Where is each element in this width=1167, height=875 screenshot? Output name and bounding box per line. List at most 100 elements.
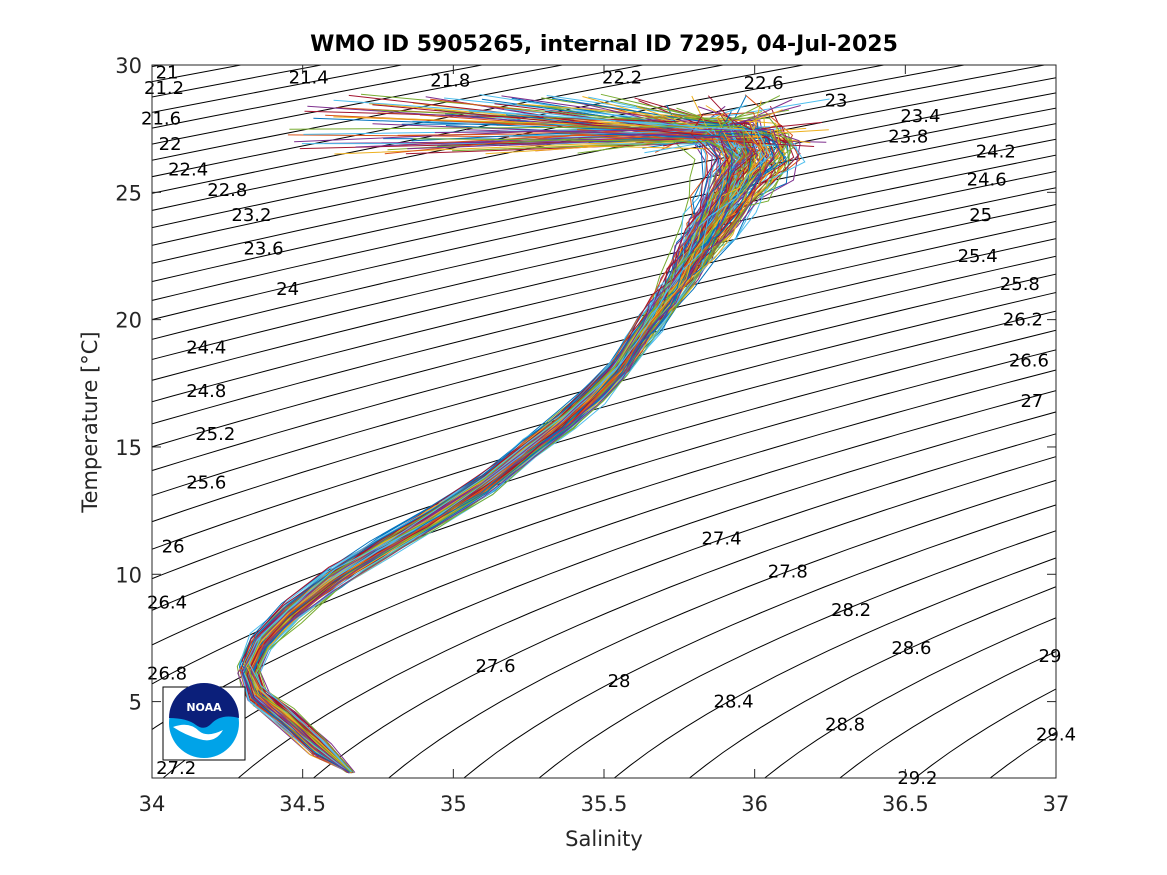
profile-line — [244, 95, 756, 773]
density-contour-line — [152, 77, 1056, 264]
density-contour-line — [152, 65, 566, 145]
density-contour-line — [152, 349, 1056, 646]
contour-label: 23.4 — [900, 106, 940, 127]
contour-label: 28.8 — [825, 715, 865, 736]
contour-label: 25.2 — [195, 424, 235, 445]
contour-label: 25.4 — [958, 246, 998, 267]
density-contour-line — [538, 530, 1056, 778]
noaa-logo: NOAA — [162, 683, 246, 761]
density-contour-line — [152, 92, 1056, 283]
density-contour-line — [152, 65, 887, 211]
density-contour-line — [152, 238, 1056, 472]
noaa-logo-bird-icon — [169, 683, 239, 728]
contour-label: 24.8 — [186, 381, 226, 402]
contour-label: 24.6 — [967, 170, 1007, 191]
profile-line — [248, 99, 771, 773]
y-tick-label: 10 — [115, 563, 142, 587]
contour-label: 24.2 — [976, 142, 1016, 163]
y-tick-label: 15 — [115, 436, 142, 460]
x-tick-label: 34 — [139, 792, 166, 816]
contour-label: 21.6 — [141, 108, 181, 129]
y-tick-label: 20 — [115, 309, 142, 333]
contour-label: 27.6 — [475, 656, 515, 677]
density-contour-line — [613, 557, 1056, 778]
contour-label: 28.6 — [891, 638, 931, 659]
contour-label: 28.2 — [831, 600, 871, 621]
density-contour-line — [152, 203, 1056, 425]
density-contour-line — [152, 291, 1056, 550]
plot-area-background — [152, 65, 1056, 778]
contour-label: 25 — [969, 205, 992, 226]
x-tick-label: 34.5 — [279, 792, 326, 816]
density-contour-line — [152, 123, 1056, 321]
contour-label: 26.8 — [147, 664, 187, 685]
density-contour-line — [688, 586, 1056, 778]
profile-line — [238, 104, 704, 773]
contour-label: 21.4 — [289, 68, 329, 89]
chart-title: WMO ID 5905265, internal ID 7295, 04-Jul… — [310, 32, 898, 57]
contour-label: 22.2 — [602, 68, 642, 89]
density-contour-line — [463, 504, 1056, 778]
profile-lines — [236, 93, 830, 774]
contour-label: 26.6 — [1009, 350, 1049, 371]
contour-label: 24 — [276, 279, 299, 300]
noaa-logo-wave-icon — [173, 724, 223, 741]
contour-label: 27.2 — [156, 758, 196, 779]
x-tick-label: 37 — [1043, 792, 1070, 816]
contour-label: 26.4 — [147, 592, 187, 613]
contour-label: 28.4 — [714, 692, 754, 713]
contour-label: 23.8 — [888, 126, 928, 147]
density-contour-line — [152, 255, 1056, 497]
density-contour-line — [152, 65, 807, 194]
contour-label: 24.4 — [186, 338, 226, 359]
density-contour-line — [763, 617, 1056, 778]
density-contour-line — [162, 411, 1056, 778]
density-contour-line — [152, 107, 1056, 301]
density-contour-line — [312, 456, 1056, 778]
density-contour-line — [387, 479, 1056, 778]
contour-label: 27.4 — [701, 529, 741, 550]
contour-label: 27 — [1020, 391, 1043, 412]
contour-label: 21.8 — [430, 70, 470, 91]
profile-line — [250, 128, 780, 773]
density-contour-line — [152, 220, 1056, 448]
density-contour-line — [839, 650, 1056, 778]
contour-label: 26 — [162, 536, 185, 557]
x-tick-label: 36.5 — [882, 792, 929, 816]
contour-label: 22.4 — [168, 159, 208, 180]
profile-line — [242, 134, 733, 773]
contour-label: 23 — [825, 91, 848, 112]
y-axis: 5 10 15 20 25 30 — [115, 54, 1056, 715]
density-contour-line — [237, 433, 1056, 778]
x-tick-label: 35.5 — [581, 792, 628, 816]
x-tick-label: 36 — [741, 792, 768, 816]
x-axis: 34 34.5 35 35.5 36 36.5 37 — [139, 65, 1070, 816]
y-tick-label: 30 — [115, 54, 142, 78]
contour-label: 22.6 — [744, 73, 784, 94]
profile-line — [251, 133, 771, 774]
y-tick-label: 25 — [115, 181, 142, 205]
contour-label: 29 — [1039, 646, 1062, 667]
noaa-logo-text: NOAA — [186, 701, 222, 714]
y-axis-label: Temperature [°C] — [78, 331, 102, 513]
y-tick-label: 5 — [129, 691, 142, 715]
contour-label: 23.6 — [243, 238, 283, 259]
contour-label: 22 — [159, 134, 182, 155]
contour-label: 27.8 — [768, 562, 808, 583]
density-contour-line — [152, 369, 1056, 685]
density-contour-line — [152, 273, 1056, 523]
contour-label: 21 — [156, 63, 179, 84]
contour-label: 25.6 — [186, 473, 226, 494]
contour-label: 22.8 — [207, 180, 247, 201]
contour-label: 23.2 — [231, 205, 271, 226]
density-contour-line — [152, 329, 1056, 611]
density-contour-line — [152, 310, 1056, 580]
contour-label: 26.2 — [1003, 310, 1043, 331]
contour-label: 25.8 — [1000, 274, 1040, 295]
x-axis-label: Salinity — [565, 827, 643, 851]
contour-label: 21.2 — [144, 78, 184, 99]
contour-label: 28 — [608, 671, 631, 692]
x-tick-label: 35 — [440, 792, 467, 816]
